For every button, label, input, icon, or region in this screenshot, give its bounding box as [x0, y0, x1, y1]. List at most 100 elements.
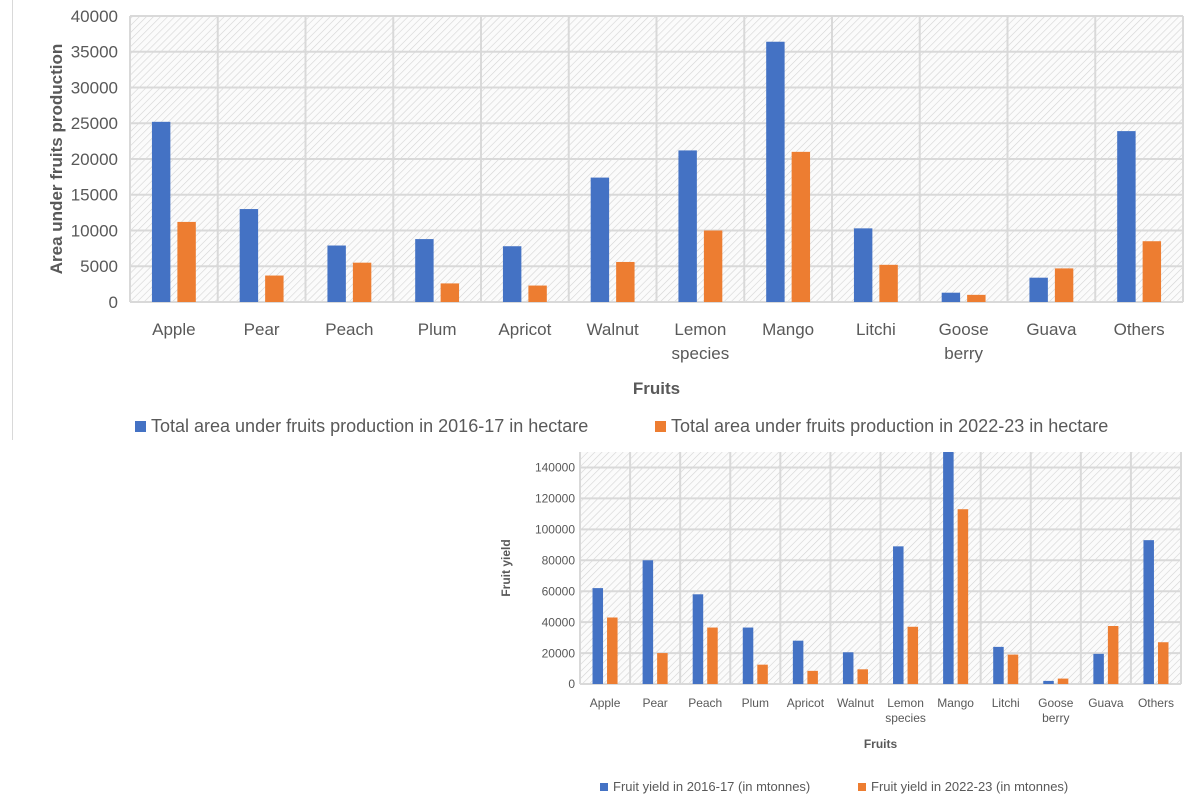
- bar-2016-17-others: [1117, 131, 1136, 302]
- bar-2022-23-pear: [657, 653, 668, 684]
- bar-2022-23-peach: [707, 627, 718, 684]
- x-tick-label: Apple: [152, 320, 195, 339]
- x-tick-label: Guava: [1026, 320, 1077, 339]
- bar-2022-23-guava: [1054, 268, 1074, 302]
- bar-2016-17-walnut: [590, 177, 610, 302]
- bar-2016-17-goose-berry: [1043, 680, 1054, 684]
- bar-2022-23-walnut: [616, 261, 635, 302]
- x-tick-label: Apricot: [498, 320, 551, 339]
- legend-swatch: [600, 783, 608, 791]
- x-axis-title: Fruits: [864, 737, 898, 751]
- y-tick-label: 60000: [542, 584, 576, 598]
- x-tick-label: Walnut: [586, 320, 639, 339]
- x-tick-label: Lemon: [887, 696, 924, 710]
- bar-2022-23-apricot: [807, 670, 818, 684]
- legend-swatch: [858, 783, 866, 791]
- bar-2022-23-others: [1142, 241, 1162, 302]
- x-tick-label: Guava: [1088, 696, 1124, 710]
- bar-2016-17-pear: [642, 560, 654, 684]
- legend-entry: Total area under fruits production in 20…: [151, 416, 588, 436]
- bar-2022-23-pear: [265, 275, 284, 302]
- y-tick-label: 35000: [71, 43, 118, 62]
- bar-2016-17-mango: [943, 452, 954, 684]
- x-tick-label: Mango: [937, 696, 974, 710]
- bar-2022-23-goose-berry: [1057, 678, 1069, 684]
- bar-2016-17-peach: [327, 245, 346, 302]
- bar-2016-17-goose-berry: [941, 292, 961, 302]
- y-axis-title: Area under fruits production: [47, 44, 66, 274]
- bar-2022-23-lemon-species: [703, 230, 723, 302]
- x-tick-label: Goose: [939, 320, 989, 339]
- legend-entry: Fruit yield in 2016-17 (in mtonnes): [613, 779, 810, 794]
- legend-swatch: [135, 421, 146, 432]
- y-axis-title: Fruit yield: [499, 539, 513, 596]
- y-tick-label: 25000: [71, 114, 118, 133]
- x-tick-label: Others: [1114, 320, 1165, 339]
- bar-2022-23-apple: [607, 617, 618, 684]
- bar-2022-23-mango: [957, 509, 969, 684]
- chart-frame-border: [12, 0, 13, 440]
- y-tick-label: 0: [568, 677, 575, 691]
- bar-2022-23-plum: [440, 283, 460, 302]
- bar-2016-17-lemon-species: [893, 546, 904, 684]
- x-tick-label: Litchi: [856, 320, 896, 339]
- bar-2022-23-plum: [757, 664, 768, 684]
- bar-2022-23-apricot: [528, 285, 547, 302]
- x-tick-label: Plum: [418, 320, 457, 339]
- y-tick-label: 140000: [535, 461, 575, 475]
- x-tick-label: Goose: [1038, 696, 1074, 710]
- y-tick-label: 0: [109, 293, 118, 312]
- x-tick-label: Lemon: [674, 320, 726, 339]
- bar-2016-17-guava: [1029, 277, 1048, 302]
- legend-swatch: [655, 421, 666, 432]
- bar-2022-23-walnut: [857, 669, 868, 684]
- x-tick-label: berry: [944, 344, 983, 363]
- y-tick-label: 15000: [71, 186, 118, 205]
- x-tick-label: Peach: [325, 320, 373, 339]
- bar-2022-23-goose-berry: [967, 294, 986, 302]
- bar-2016-17-guava: [1093, 653, 1104, 684]
- y-tick-label: 80000: [542, 553, 576, 567]
- x-tick-label: Plum: [742, 696, 769, 710]
- y-tick-label: 30000: [71, 78, 118, 97]
- x-tick-label: Apricot: [787, 696, 825, 710]
- legend-entry: Total area under fruits production in 20…: [671, 416, 1108, 436]
- bar-2016-17-apple: [151, 121, 171, 302]
- x-tick-label: Mango: [762, 320, 814, 339]
- bar-2016-17-litchi: [853, 228, 873, 302]
- bar-2022-23-lemon-species: [907, 626, 919, 684]
- bar-2022-23-litchi: [1007, 654, 1019, 684]
- bar-2016-17-apricot: [792, 640, 804, 684]
- bar-2016-17-litchi: [993, 646, 1004, 684]
- x-tick-label: species: [885, 711, 926, 725]
- legend-entry: Fruit yield in 2022-23 (in mtonnes): [871, 779, 1068, 794]
- bar-2016-17-mango: [766, 41, 785, 303]
- x-tick-label: Peach: [688, 696, 722, 710]
- chart-1: 0 5000 10000 15000 20000 25000 30000 35000 40000…: [47, 7, 1184, 436]
- bar-2022-23-guava: [1107, 626, 1119, 684]
- y-tick-label: 100000: [535, 523, 575, 537]
- bar-2016-17-apple: [592, 588, 604, 684]
- bar-2016-17-walnut: [842, 652, 854, 684]
- y-tick-label: 40000: [542, 615, 576, 629]
- y-tick-label: 20000: [542, 646, 576, 660]
- chart-2: 0 20000 40000 60000 80000 100000 120000 140000 A…: [499, 452, 1182, 794]
- bar-2016-17-pear: [239, 209, 259, 302]
- y-tick-label: 20000: [71, 150, 118, 169]
- x-tick-label: Pear: [244, 320, 280, 339]
- bar-2022-23-others: [1157, 642, 1169, 684]
- bar-2016-17-lemon-species: [678, 150, 697, 302]
- x-tick-label: Litchi: [992, 696, 1020, 710]
- bar-2022-23-peach: [352, 262, 372, 302]
- x-tick-label: berry: [1042, 711, 1069, 725]
- x-tick-label: Walnut: [837, 696, 875, 710]
- x-axis-title: Fruits: [633, 379, 680, 398]
- bar-2016-17-plum: [742, 627, 754, 684]
- bar-2016-17-peach: [692, 594, 704, 684]
- bar-2016-17-plum: [415, 239, 434, 302]
- bar-2022-23-apple: [177, 221, 196, 302]
- x-tick-label: Apple: [590, 696, 621, 710]
- y-tick-label: 10000: [71, 221, 118, 240]
- y-tick-label: 40000: [71, 7, 118, 26]
- x-tick-label: Others: [1138, 696, 1174, 710]
